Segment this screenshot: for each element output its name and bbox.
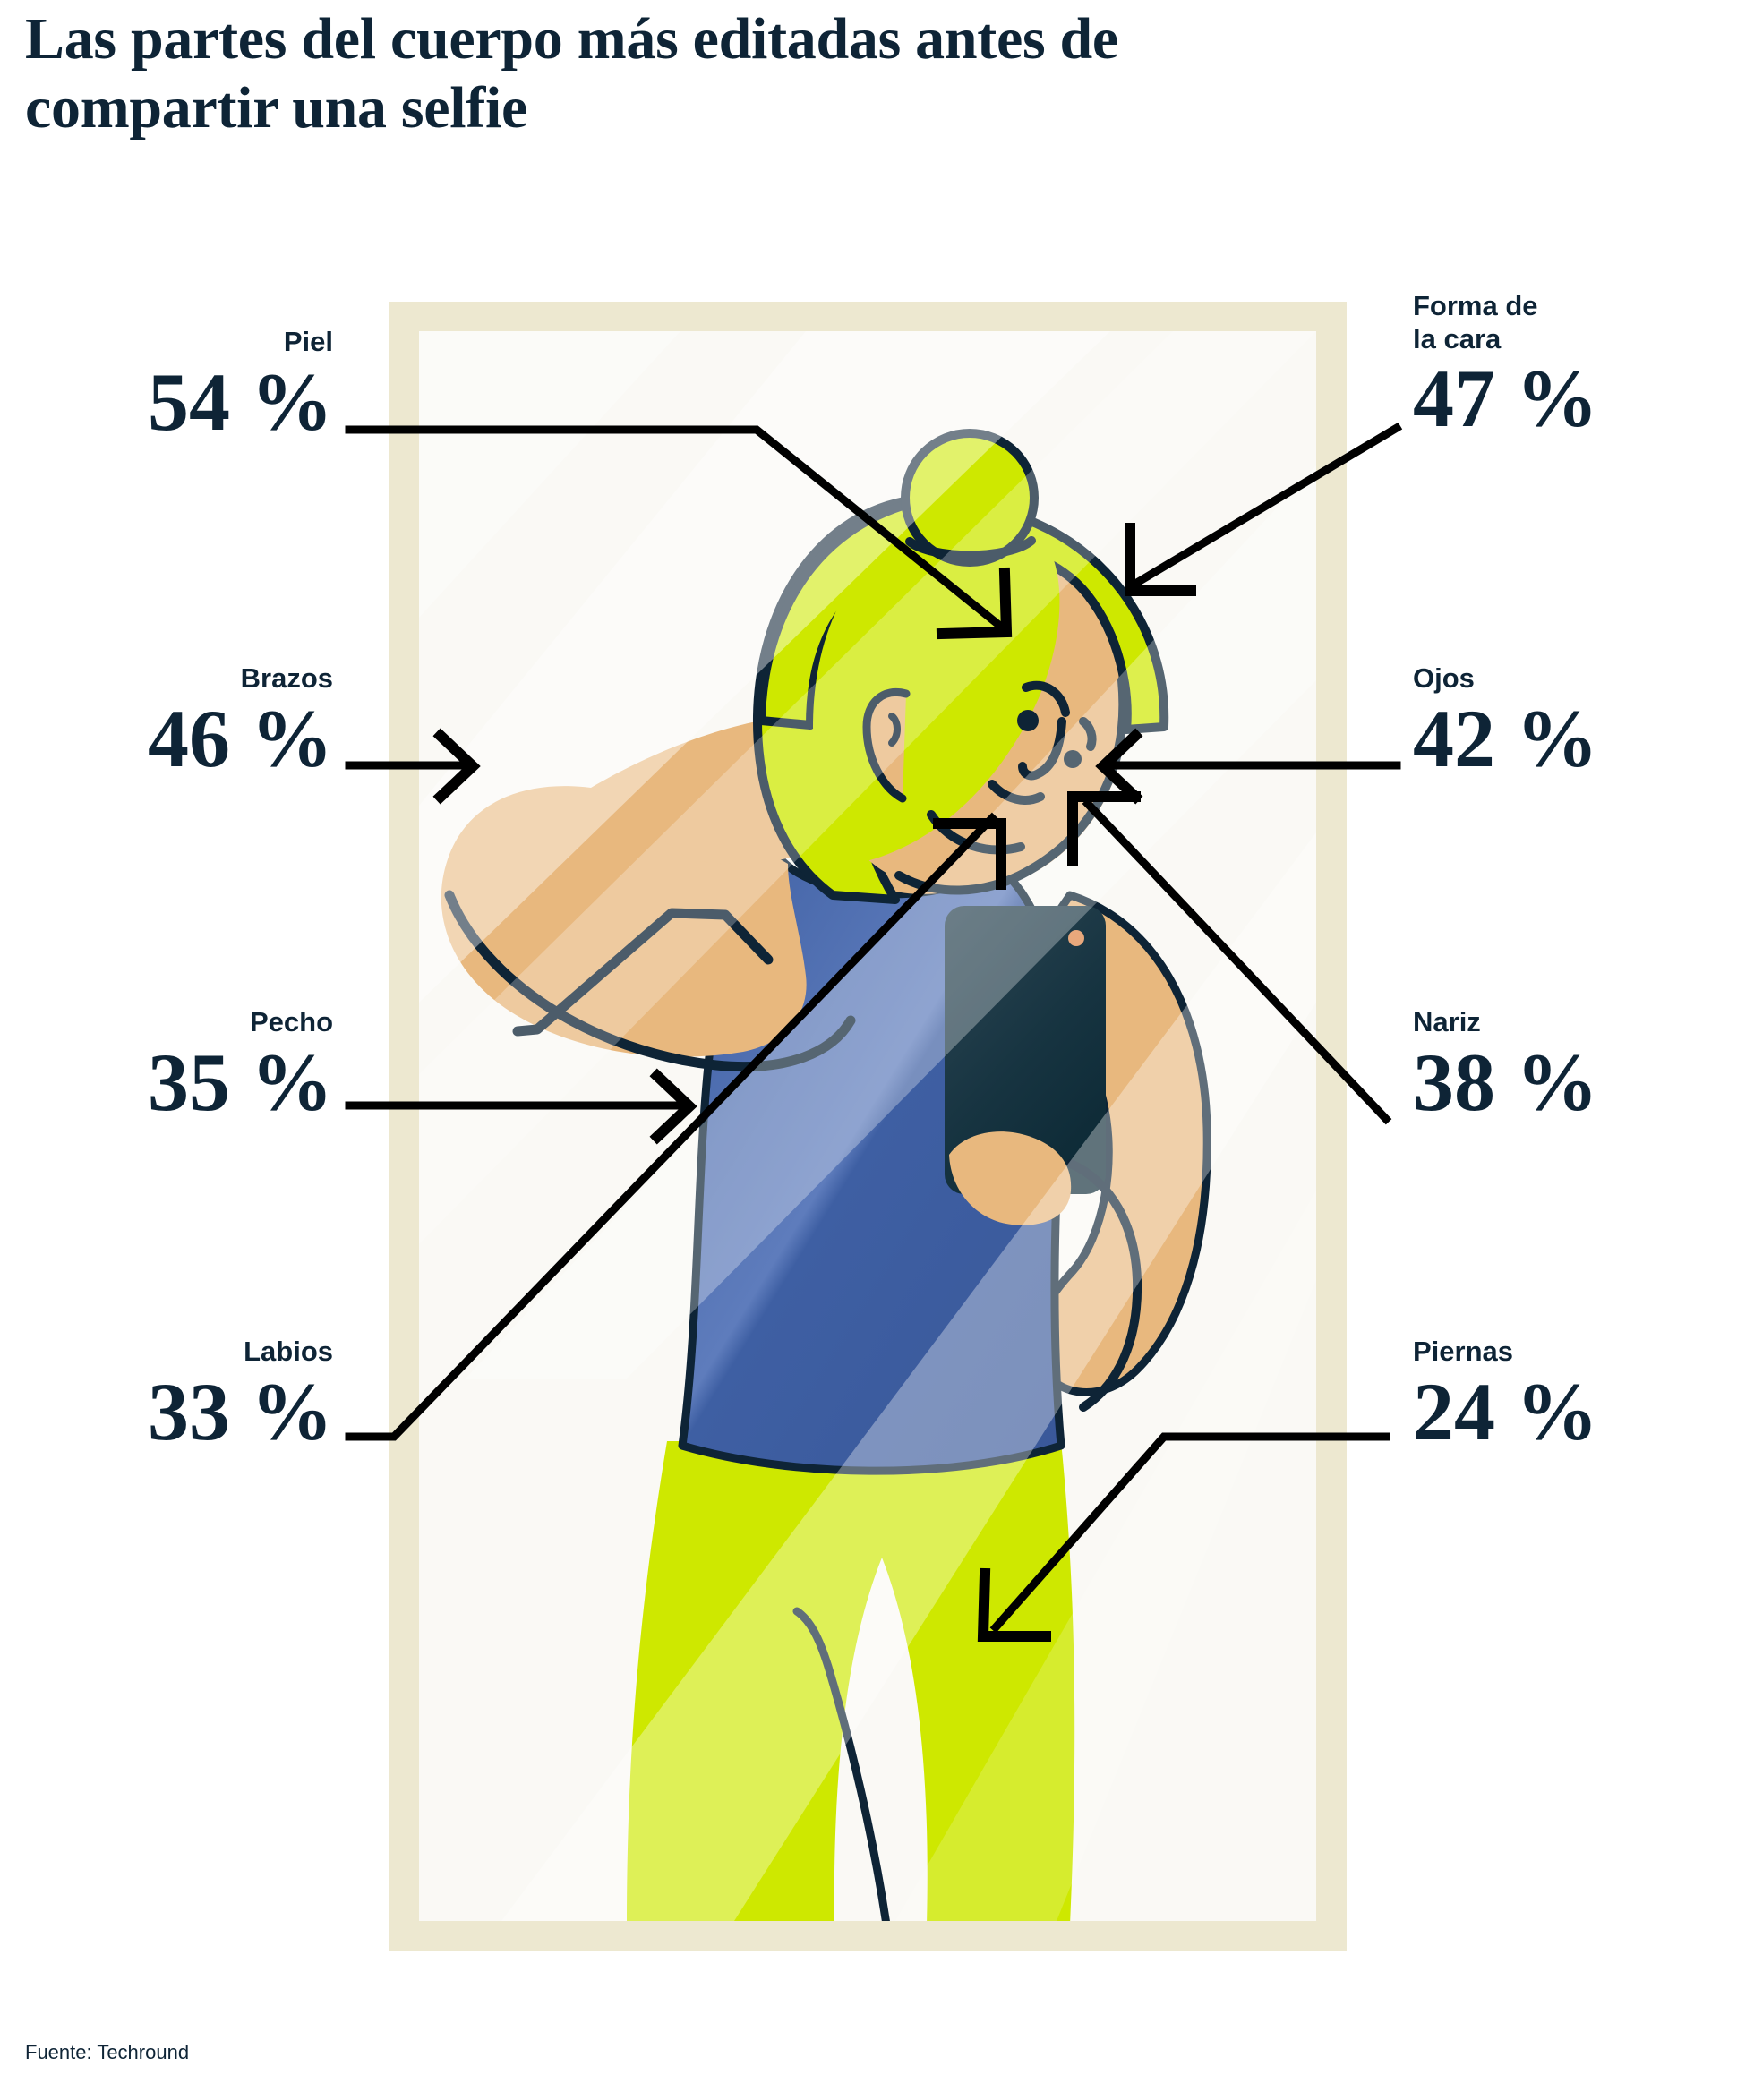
arrowhead-nose	[1067, 791, 1141, 866]
annotation-lips-value: 33 %	[148, 1365, 333, 1457]
eyebrow	[1022, 680, 1070, 717]
arm-outline	[444, 890, 856, 1072]
leader-lines	[345, 422, 1403, 1642]
leader-nose	[1082, 798, 1392, 1125]
bun-base	[905, 536, 1036, 560]
ear-inner	[888, 713, 901, 747]
annotation-chest-value: 35 %	[148, 1036, 333, 1128]
leggings	[627, 1441, 1075, 1921]
leader-lips	[345, 812, 998, 1441]
annotation-chest-label: Pecho	[249, 1006, 333, 1037]
source-note: Fuente: Techround	[25, 2041, 190, 2063]
annotation-legs-label: Piernas	[1413, 1336, 1514, 1367]
annotation-nose: Nariz 38 %	[1413, 1006, 1735, 1123]
lower-lip	[988, 780, 1045, 805]
annotation-chest: Pecho 35 %	[0, 1006, 333, 1123]
annotation-arms: Brazos 46 %	[0, 662, 333, 780]
annotation-nose-label: Nariz	[1413, 1006, 1481, 1037]
annotation-face: Forma de la cara 47 %	[1413, 290, 1735, 440]
annotation-legs-value: 24 %	[1413, 1365, 1598, 1457]
arrowhead-eyes	[1095, 728, 1143, 805]
annotation-legs: Piernas 24 %	[1413, 1336, 1735, 1453]
annotation-face-value: 47 %	[1413, 353, 1598, 445]
arrowhead-legs	[977, 1567, 1051, 1642]
annotation-eyes: Ojos 42 %	[1413, 662, 1735, 780]
forearm	[1066, 1159, 1142, 1412]
annotation-arms-label: Brazos	[240, 662, 333, 694]
annotation-eyes-label: Ojos	[1413, 662, 1475, 694]
arrowhead-chest	[649, 1068, 697, 1145]
bicep-crease	[512, 908, 774, 1037]
eye	[1017, 710, 1039, 731]
lip-dot	[1064, 750, 1082, 768]
leader-skin	[345, 425, 1007, 633]
arrowhead-arms	[432, 728, 481, 805]
arrowhead-skin	[936, 567, 1013, 640]
nose	[1018, 717, 1066, 781]
phone-camera-dot	[1068, 930, 1084, 946]
page-title: Las partes del cuerpo más editadas antes…	[25, 6, 1118, 141]
annotation-arms-value: 46 %	[148, 692, 333, 784]
arrowhead-lips	[933, 818, 1006, 890]
phone	[945, 906, 1106, 1194]
annotation-skin: Piel 54 %	[0, 326, 333, 443]
leg-seam	[792, 1607, 890, 1921]
annotation-nose-value: 38 %	[1413, 1036, 1598, 1128]
annotation-lips: Labios 33 %	[0, 1336, 333, 1453]
annotation-lips-label: Labios	[244, 1336, 333, 1367]
upper-lip	[1079, 717, 1097, 751]
annotation-eyes-value: 42 %	[1413, 692, 1598, 784]
annotation-skin-label: Piel	[283, 326, 333, 357]
hair-mass	[813, 533, 1060, 861]
hair-bun	[901, 429, 1039, 567]
hair-crown	[757, 499, 1169, 734]
leader-face	[1129, 422, 1403, 590]
hand	[949, 1131, 1072, 1225]
arrowhead-face	[1125, 523, 1196, 596]
annotation-face-label: Forma de la cara	[1413, 290, 1538, 354]
annotation-skin-value: 54 %	[148, 355, 333, 448]
leader-legs	[989, 1432, 1390, 1634]
